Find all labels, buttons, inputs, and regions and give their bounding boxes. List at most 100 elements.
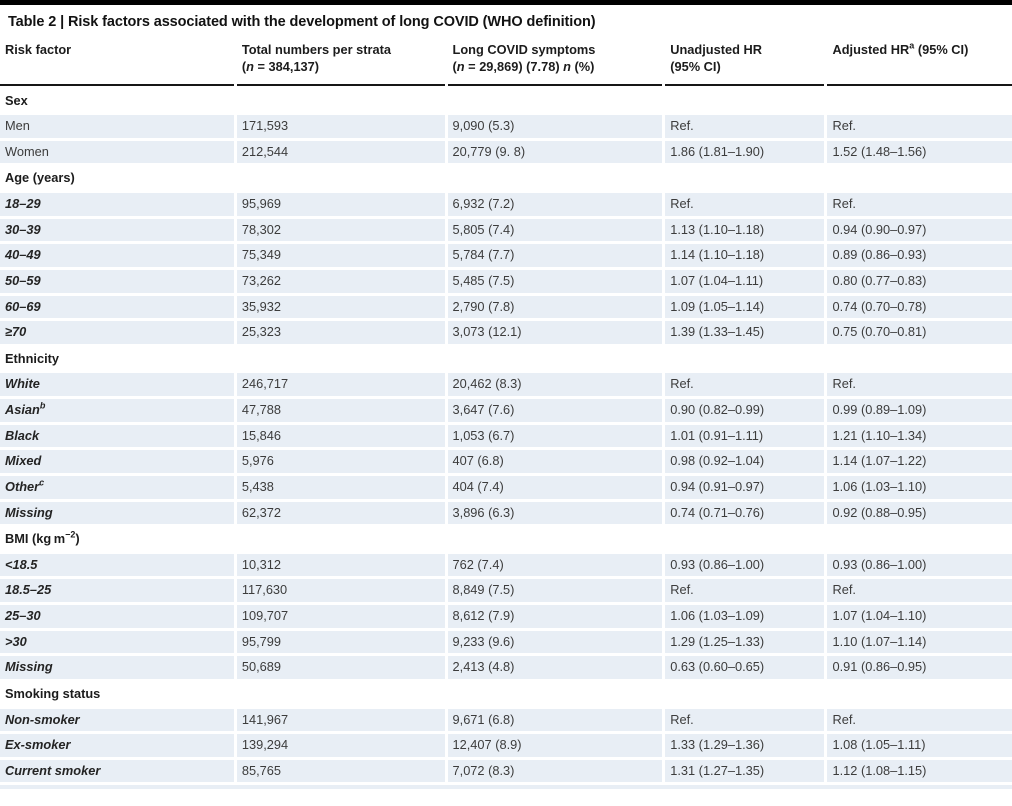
table-row: <18.5 10,312 762 (7.4) 0.93 (0.86–1.00) … [0, 553, 1012, 577]
risk-factor-cell: <18.5 [0, 553, 234, 577]
risk-factor-cell: 60–69 [0, 295, 234, 319]
risk-factor-cell: 18.5–25 [0, 579, 234, 603]
total-numbers-cell: 109,707 [236, 605, 445, 628]
table-row: Ex-smoker 139,294 12,407 (8.9) 1.33 (1.2… [0, 734, 1012, 757]
unadjusted-hr-cell: 0.98 (0.92–1.04) [665, 450, 825, 473]
table-row: Mixed 5,976 407 (6.8) 0.98 (0.92–1.04) 1… [0, 450, 1012, 473]
column-header-adjusted-hr: Adjusted HRa (95% CI) [827, 39, 1012, 86]
column-header-total-numbers: Total numbers per strata (n = 384,137) [236, 39, 445, 86]
symptoms-cell: 8,849 (7.5) [447, 579, 663, 603]
total-numbers-cell: 95,799 [236, 630, 445, 654]
symptoms-cell: 5,805 (7.4) [447, 218, 663, 242]
unadjusted-hr-cell: 1.01 (0.91–1.11) [665, 424, 825, 448]
unadjusted-hr-cell: 1.31 (1.27–1.35) [665, 759, 825, 783]
risk-factor-cell: 50–59 [0, 269, 234, 293]
symptoms-cell: 2,413 (4.8) [447, 656, 663, 679]
unadjusted-hr-cell: 0.74 (0.71–0.76) [665, 501, 825, 525]
symptoms-cell: 5,485 (7.5) [447, 269, 663, 293]
total-numbers-cell: 73,262 [236, 269, 445, 293]
adjusted-hr-cell: 1.10 (1.07–1.14) [827, 630, 1012, 654]
symptoms-cell: 6,932 (7.2) [447, 193, 663, 216]
unadjusted-hr-cell: 0.63 (0.60–0.65) [665, 656, 825, 679]
adjusted-hr-cell: 1.07 (1.04–1.10) [827, 605, 1012, 628]
unadjusted-hr-cell: 1.29 (1.25–1.33) [665, 630, 825, 654]
adjusted-hr-cell: 1.21 (1.10–1.34) [827, 424, 1012, 448]
table-row: Women 212,544 20,779 (9. 8) 1.86 (1.81–1… [0, 140, 1012, 164]
table-row: Asianb 47,788 3,647 (7.6) 0.90 (0.82–0.9… [0, 399, 1012, 422]
risk-factor-cell: Asianb [0, 399, 234, 422]
table-row: Current smoker 85,765 7,072 (8.3) 1.31 (… [0, 759, 1012, 783]
unadjusted-hr-cell: 1.06 (1.03–1.09) [665, 605, 825, 628]
adjusted-hr-cell: 1.52 (1.48–1.56) [827, 140, 1012, 164]
adjusted-hr-cell: 0.92 (0.88–0.95) [827, 501, 1012, 525]
risk-factor-cell: 25–30 [0, 605, 234, 628]
symptoms-cell: 407 (6.8) [447, 450, 663, 473]
column-header-long-covid-symptoms: Long COVID symptoms (n = 29,869) (7.78) n… [447, 39, 663, 86]
unadjusted-hr-cell: 1.39 (1.33–1.45) [665, 321, 825, 344]
unadjusted-hr-cell: 1.07 (1.04–1.11) [665, 269, 825, 293]
risk-factor-cell: Non-smoker [0, 708, 234, 732]
unadjusted-hr-cell: 0.90 (0.82–0.99) [665, 399, 825, 422]
unadjusted-hr-cell: 1.33 (1.29–1.36) [665, 734, 825, 757]
unadjusted-hr-cell: 1.13 (1.10–1.18) [665, 218, 825, 242]
total-numbers-cell: 117,630 [236, 579, 445, 603]
table-row: ≥70 25,323 3,073 (12.1) 1.39 (1.33–1.45)… [0, 321, 1012, 344]
unadjusted-hr-cell: Ref. [665, 115, 825, 138]
unadjusted-hr-cell: Ref. [665, 373, 825, 397]
adjusted-hr-cell: 1.12 (1.08–1.15) [827, 759, 1012, 783]
symptoms-cell: 9,671 (6.8) [447, 708, 663, 732]
section-label: Sex [0, 88, 1012, 113]
total-numbers-cell: 141,967 [236, 708, 445, 732]
risk-factor-cell: Men [0, 115, 234, 138]
table-row: Missing 62,372 3,896 (6.3) 0.74 (0.71–0.… [0, 501, 1012, 525]
table-row: Men 171,593 9,090 (5.3) Ref. Ref. [0, 115, 1012, 138]
symptoms-cell: 3,647 (7.6) [447, 399, 663, 422]
risk-factor-cell: 18–29 [0, 193, 234, 216]
table-row: 18–29 95,969 6,932 (7.2) Ref. Ref. [0, 193, 1012, 216]
total-numbers-cell: 10,312 [236, 553, 445, 577]
table-row: Non-smoker 141,967 9,671 (6.8) Ref. Ref. [0, 708, 1012, 732]
symptoms-cell: 7,072 (8.3) [447, 759, 663, 783]
table-row: 40–49 75,349 5,784 (7.7) 1.14 (1.10–1.18… [0, 244, 1012, 267]
unadjusted-hr-cell: 1.86 (1.81–1.90) [665, 140, 825, 164]
risk-factor-cell: Otherc [0, 475, 234, 499]
next-row-sliver [0, 785, 1012, 790]
symptoms-cell: 762 (7.4) [447, 553, 663, 577]
column-header-unadjusted-hr: Unadjusted HR (95% CI) [665, 39, 825, 86]
risk-factors-table: Risk factor Total numbers per strata (n =… [0, 36, 1012, 785]
adjusted-hr-cell: 0.74 (0.70–0.78) [827, 295, 1012, 319]
table-row: Missing 50,689 2,413 (4.8) 0.63 (0.60–0.… [0, 656, 1012, 679]
table-row: 30–39 78,302 5,805 (7.4) 1.13 (1.10–1.18… [0, 218, 1012, 242]
total-numbers-cell: 139,294 [236, 734, 445, 757]
risk-factor-cell: White [0, 373, 234, 397]
total-numbers-cell: 50,689 [236, 656, 445, 679]
adjusted-hr-cell: 1.14 (1.07–1.22) [827, 450, 1012, 473]
risk-factor-cell: Missing [0, 656, 234, 679]
adjusted-hr-cell: Ref. [827, 373, 1012, 397]
total-numbers-cell: 35,932 [236, 295, 445, 319]
column-header-risk-factor: Risk factor [0, 39, 234, 86]
table-row: Black 15,846 1,053 (6.7) 1.01 (0.91–1.11… [0, 424, 1012, 448]
unadjusted-hr-cell: Ref. [665, 708, 825, 732]
section-header-row: BMI (kg m−2) [0, 527, 1012, 551]
symptoms-cell: 3,073 (12.1) [447, 321, 663, 344]
table-header-row: Risk factor Total numbers per strata (n =… [0, 39, 1012, 86]
adjusted-hr-cell: Ref. [827, 579, 1012, 603]
symptoms-cell: 20,779 (9. 8) [447, 140, 663, 164]
table-row: White 246,717 20,462 (8.3) Ref. Ref. [0, 373, 1012, 397]
total-numbers-cell: 5,438 [236, 475, 445, 499]
adjusted-hr-cell: 0.91 (0.86–0.95) [827, 656, 1012, 679]
symptoms-cell: 8,612 (7.9) [447, 605, 663, 628]
table-row: Otherc 5,438 404 (7.4) 0.94 (0.91–0.97) … [0, 475, 1012, 499]
risk-factor-cell: ≥70 [0, 321, 234, 344]
adjusted-hr-cell: 0.94 (0.90–0.97) [827, 218, 1012, 242]
risk-factor-cell: Ex-smoker [0, 734, 234, 757]
risk-factor-cell: Mixed [0, 450, 234, 473]
unadjusted-hr-cell: 1.09 (1.05–1.14) [665, 295, 825, 319]
symptoms-cell: 9,233 (9.6) [447, 630, 663, 654]
unadjusted-hr-cell: Ref. [665, 193, 825, 216]
unadjusted-hr-cell: 1.14 (1.10–1.18) [665, 244, 825, 267]
total-numbers-cell: 246,717 [236, 373, 445, 397]
risk-factor-cell: Women [0, 140, 234, 164]
